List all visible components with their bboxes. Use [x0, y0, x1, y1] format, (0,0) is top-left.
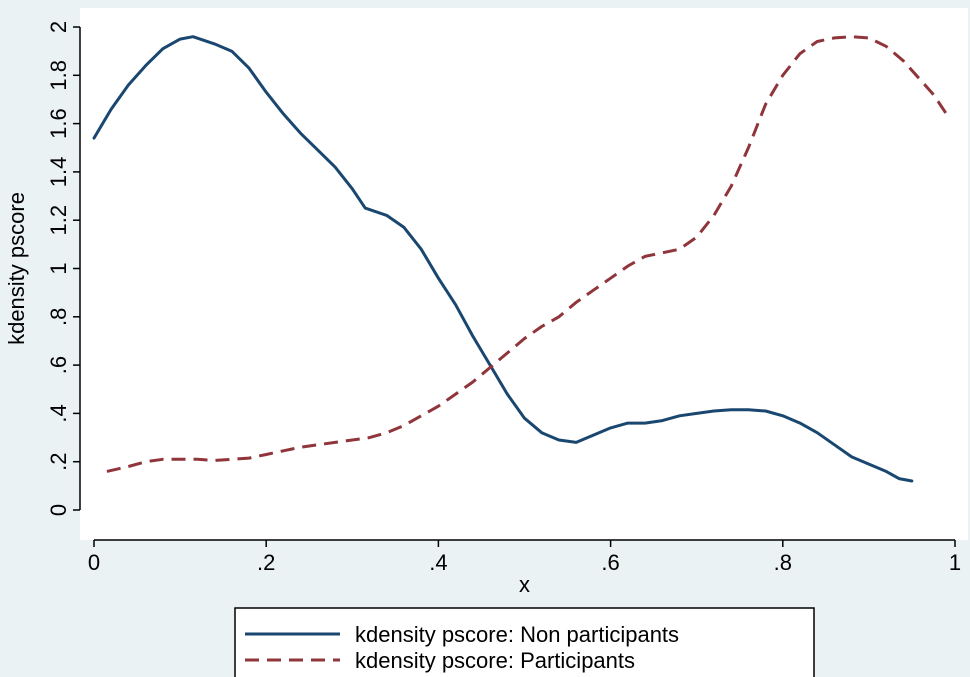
y-tick-label: .4 [46, 404, 71, 422]
y-tick-label: .2 [46, 453, 71, 471]
y-tick-label: 0 [46, 504, 71, 516]
legend: kdensity pscore: Non participantskdensit… [234, 607, 815, 677]
legend-box [234, 607, 815, 677]
y-tick-label: .6 [46, 356, 71, 374]
x-tick-label: 0 [88, 550, 100, 575]
legend-label-participants: kdensity pscore: Participants [355, 648, 635, 673]
y-tick-label: 1 [46, 262, 71, 274]
series-layer [92, 35, 948, 483]
y-tick-label: .8 [46, 308, 71, 326]
plot-area [80, 8, 968, 540]
x-tick-label: .2 [257, 550, 275, 575]
y-tick-label: 1.6 [46, 108, 71, 139]
legend-label-non-participants: kdensity pscore: Non participants [355, 622, 679, 647]
x-tick-label: 1 [949, 550, 961, 575]
x-axis-title: x [519, 572, 530, 597]
y-tick-label: 1.2 [46, 205, 71, 236]
y-tick-label: 1.4 [46, 157, 71, 188]
series-non-participants-line [92, 35, 914, 483]
y-axis-title: kdensity pscore [4, 192, 29, 345]
y-tick-label: 1.8 [46, 60, 71, 91]
series-participants-line [106, 35, 948, 473]
x-tick-label: .8 [774, 550, 792, 575]
y-tick-label: 2 [46, 21, 71, 33]
x-tick-label: .4 [429, 550, 447, 575]
x-tick-label: .6 [601, 550, 619, 575]
axes: 0 .2 .4 .6 .8 1 1.2 1.4 1.6 1.8 2 0 .2 .4 .6 .8 1 [46, 21, 961, 575]
